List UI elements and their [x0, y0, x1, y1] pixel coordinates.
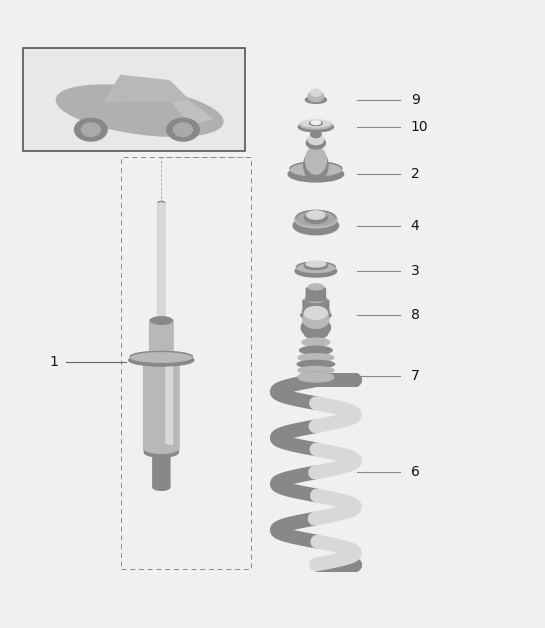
Ellipse shape: [307, 286, 325, 292]
Ellipse shape: [298, 354, 334, 362]
Ellipse shape: [129, 354, 194, 366]
Ellipse shape: [173, 123, 192, 136]
Ellipse shape: [305, 146, 326, 174]
Text: 9: 9: [411, 93, 420, 107]
Text: 8: 8: [411, 308, 420, 322]
FancyBboxPatch shape: [152, 451, 171, 489]
Ellipse shape: [298, 122, 334, 132]
FancyBboxPatch shape: [149, 319, 174, 359]
Ellipse shape: [305, 330, 327, 338]
Ellipse shape: [305, 213, 327, 224]
Ellipse shape: [308, 134, 324, 144]
Ellipse shape: [81, 123, 100, 136]
Ellipse shape: [307, 211, 325, 219]
Ellipse shape: [300, 121, 332, 129]
Ellipse shape: [144, 447, 178, 457]
Ellipse shape: [298, 372, 334, 382]
Polygon shape: [172, 101, 213, 124]
Polygon shape: [105, 75, 189, 102]
Text: 3: 3: [411, 264, 420, 278]
Ellipse shape: [145, 445, 178, 453]
Ellipse shape: [295, 211, 337, 228]
Text: 6: 6: [411, 465, 420, 479]
Ellipse shape: [304, 297, 328, 305]
Text: 4: 4: [411, 219, 420, 232]
Ellipse shape: [300, 372, 331, 379]
Bar: [23, 48, 245, 151]
Ellipse shape: [153, 450, 169, 455]
Ellipse shape: [296, 262, 335, 273]
Ellipse shape: [296, 210, 336, 225]
Ellipse shape: [311, 89, 321, 96]
Ellipse shape: [301, 318, 330, 337]
Ellipse shape: [310, 121, 322, 126]
Ellipse shape: [167, 118, 199, 141]
Ellipse shape: [288, 166, 344, 182]
Ellipse shape: [130, 352, 192, 362]
Ellipse shape: [56, 85, 223, 136]
FancyBboxPatch shape: [143, 355, 180, 452]
Ellipse shape: [295, 265, 337, 277]
FancyBboxPatch shape: [165, 362, 173, 445]
Ellipse shape: [293, 217, 338, 235]
Ellipse shape: [304, 263, 328, 269]
Ellipse shape: [302, 308, 330, 316]
Ellipse shape: [306, 137, 325, 149]
Ellipse shape: [305, 306, 327, 320]
Ellipse shape: [303, 310, 329, 328]
Ellipse shape: [153, 485, 169, 490]
FancyBboxPatch shape: [157, 202, 166, 323]
Text: 10: 10: [411, 120, 428, 134]
Ellipse shape: [311, 131, 321, 138]
Text: 1: 1: [50, 355, 58, 369]
Ellipse shape: [302, 338, 330, 346]
Ellipse shape: [296, 375, 335, 386]
Ellipse shape: [150, 354, 172, 361]
Ellipse shape: [308, 284, 324, 290]
Ellipse shape: [298, 367, 334, 374]
Ellipse shape: [145, 352, 178, 362]
FancyBboxPatch shape: [306, 288, 326, 301]
Ellipse shape: [305, 295, 326, 302]
Ellipse shape: [301, 310, 331, 320]
Ellipse shape: [290, 162, 342, 176]
Ellipse shape: [311, 121, 320, 124]
Bar: [120, 157, 251, 569]
Ellipse shape: [150, 317, 172, 324]
Text: 2: 2: [411, 167, 420, 181]
Text: 7: 7: [411, 369, 420, 383]
FancyBboxPatch shape: [302, 300, 329, 313]
Ellipse shape: [301, 120, 331, 127]
Ellipse shape: [304, 150, 328, 181]
Ellipse shape: [308, 91, 324, 102]
Ellipse shape: [75, 118, 107, 141]
Ellipse shape: [300, 346, 332, 354]
Ellipse shape: [297, 360, 335, 368]
Ellipse shape: [305, 96, 326, 104]
Ellipse shape: [306, 261, 326, 267]
